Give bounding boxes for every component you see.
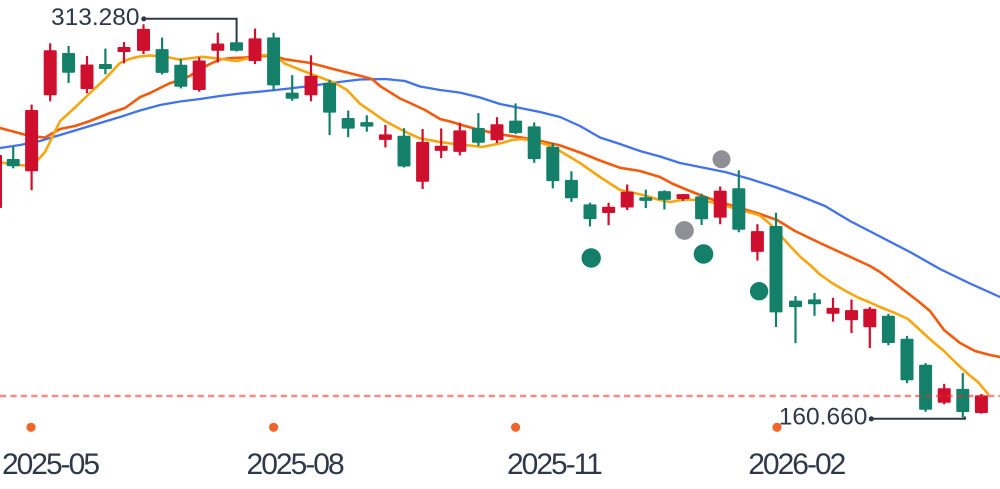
svg-text:2026-02: 2026-02 [748,448,845,481]
svg-text:2025-08: 2025-08 [247,448,344,481]
svg-text:2025-11: 2025-11 [507,448,602,481]
svg-text:313.280: 313.280 [51,4,140,31]
svg-text:2025-05: 2025-05 [2,448,99,481]
svg-text:160.660: 160.660 [779,403,868,430]
